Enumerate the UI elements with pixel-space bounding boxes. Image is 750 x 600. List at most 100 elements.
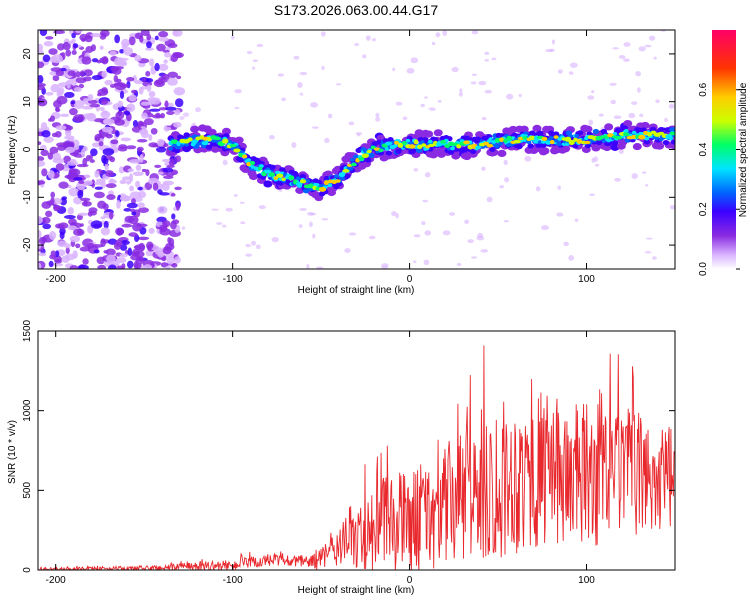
heatmap-cell xyxy=(119,179,127,185)
heatmap-cell xyxy=(548,130,555,136)
heatmap-cell xyxy=(497,141,503,146)
heatmap-cell xyxy=(355,132,363,135)
heatmap-cell xyxy=(451,66,459,73)
heatmap-cell xyxy=(114,34,121,44)
heatmap-cell xyxy=(155,146,167,153)
heatmap-cell xyxy=(195,136,201,141)
heatmap-cell xyxy=(655,142,665,150)
heatmap-cell xyxy=(99,45,104,50)
heatmap-cell xyxy=(119,60,128,67)
heatmap-cell xyxy=(491,57,497,61)
heatmap-cell xyxy=(181,226,186,230)
heatmap-cell xyxy=(118,166,125,174)
heatmap-cell xyxy=(669,127,675,133)
heatmap-cell xyxy=(470,81,477,85)
heatmap-cell xyxy=(162,167,174,173)
heatmap-cell xyxy=(504,84,511,89)
heatmap-cell xyxy=(56,43,65,51)
heatmap-cell xyxy=(456,144,462,149)
heatmap-cell xyxy=(158,63,169,71)
heatmap-cell xyxy=(133,250,145,258)
heatmap-cell xyxy=(234,89,242,94)
heatmap-cell xyxy=(318,49,324,54)
heatmap-cell xyxy=(176,145,182,150)
heatmap-cell xyxy=(94,170,100,178)
heatmap-cell xyxy=(264,188,273,192)
heatmap-cell xyxy=(97,92,102,97)
heatmap-cell xyxy=(489,146,496,152)
heatmap-cell xyxy=(157,249,165,258)
heatmap-cell xyxy=(311,126,319,129)
heatmap-cell xyxy=(273,176,279,180)
heatmap-cell xyxy=(174,155,182,163)
heatmap-cell xyxy=(101,154,107,164)
heatmap-cell xyxy=(623,42,631,47)
snr-ylabel: SNR (10 * v/v) xyxy=(7,420,18,484)
heatmap-cell xyxy=(423,259,430,266)
heatmap-cell xyxy=(574,218,579,222)
heatmap-cell xyxy=(67,40,76,45)
heatmap-cell xyxy=(413,139,419,145)
heatmap-cell xyxy=(406,67,415,74)
heatmap-cell xyxy=(83,199,88,207)
heatmap-cell xyxy=(135,164,142,171)
heatmap-cell xyxy=(42,54,51,63)
heatmap-cell xyxy=(532,124,542,132)
heatmap-cell xyxy=(649,185,657,191)
heatmap-cell xyxy=(126,202,138,209)
heatmap-cell xyxy=(553,138,559,143)
heatmap-cell xyxy=(281,177,286,182)
heatmap-cell xyxy=(50,197,55,205)
x-tick-label: 100 xyxy=(578,575,595,586)
heatmap-cell xyxy=(103,220,109,229)
heatmap-cell xyxy=(102,110,108,115)
heatmap-cell xyxy=(52,74,60,82)
heatmap-cell xyxy=(163,126,172,131)
heatmap-cell xyxy=(158,31,169,38)
heatmap-cell xyxy=(69,108,78,116)
colorbar-tick-label: 0.0 xyxy=(698,262,709,276)
heatmap-cell xyxy=(497,149,507,157)
heatmap-cell xyxy=(50,67,63,72)
heatmap-cell xyxy=(56,96,68,105)
heatmap-cell xyxy=(100,227,111,236)
heatmap-cell xyxy=(84,180,93,186)
heatmap-cell xyxy=(48,231,57,240)
heatmap-cell xyxy=(89,159,95,163)
heatmap-cell xyxy=(153,79,165,88)
heatmap-cell xyxy=(137,202,145,209)
heatmap-cell xyxy=(166,110,175,115)
heatmap-cell xyxy=(470,148,477,155)
heatmap-cell xyxy=(105,183,117,189)
heatmap-cell xyxy=(187,205,191,211)
heatmap-cell xyxy=(164,100,169,108)
heatmap-cell xyxy=(171,213,176,220)
heatmap-cell xyxy=(167,77,178,86)
spectrogram-ylabel: Frequency (Hz) xyxy=(7,116,18,185)
heatmap-cell xyxy=(73,87,82,93)
heatmap-cell xyxy=(255,244,261,250)
heatmap-cell xyxy=(478,80,487,86)
heatmap-cell xyxy=(231,35,235,40)
heatmap-cell xyxy=(556,212,564,217)
heatmap-cell xyxy=(221,138,229,144)
heatmap-cell xyxy=(527,143,534,149)
heatmap-cell xyxy=(655,99,660,104)
heatmap-cell xyxy=(135,180,141,188)
heatmap-cell xyxy=(47,169,55,179)
heatmap-cell xyxy=(448,251,454,256)
heatmap-cell xyxy=(216,213,223,220)
heatmap-cell xyxy=(335,179,341,183)
heatmap-cell xyxy=(405,138,411,143)
y-tick-label: -20 xyxy=(22,237,33,252)
heatmap-cell xyxy=(234,136,244,144)
heatmap-cell xyxy=(170,53,179,63)
heatmap-cell xyxy=(535,186,541,192)
heatmap-cell xyxy=(50,191,56,199)
heatmap-cell xyxy=(167,71,179,78)
heatmap-cell xyxy=(522,136,528,140)
heatmap-cell xyxy=(622,132,630,137)
heatmap-cell xyxy=(119,48,125,54)
heatmap-cell xyxy=(420,103,425,108)
